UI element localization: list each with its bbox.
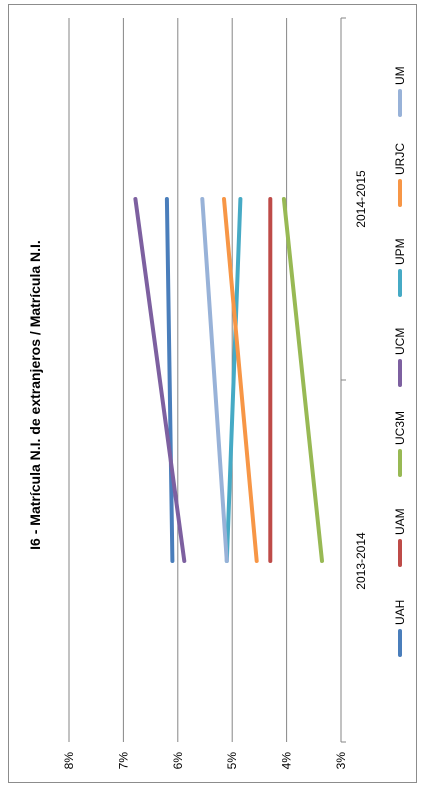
legend-label-uah: UAH — [393, 600, 407, 625]
value-tick-label: 7% — [116, 752, 130, 770]
series-line-uc3m — [281, 197, 324, 563]
value-tick-label: 6% — [171, 752, 185, 770]
series-lines — [133, 197, 324, 563]
value-tick-label: 3% — [334, 752, 348, 770]
gridlines — [68, 18, 342, 742]
value-axis-ticks: 3% 4% 5% 6% 7% 8% — [62, 752, 348, 770]
series-line-uah — [164, 197, 175, 563]
series-line-um — [200, 197, 229, 563]
value-tick-label: 8% — [62, 752, 76, 770]
category-axis-ticks: 2013-2014 2014-2015 — [354, 170, 368, 590]
chart-title: I6 - Matrícula N.I. de extranjeros / Mat… — [27, 240, 43, 550]
category-tick-label: 2013-2014 — [354, 532, 368, 590]
legend-label-uam: UAM — [393, 508, 407, 535]
legend-label-upm: UPM — [393, 238, 407, 265]
legend-label-um: UM — [393, 66, 407, 85]
series-line-upm — [224, 197, 243, 563]
chart-frame — [8, 4, 417, 783]
legend-label-ucm: UCM — [393, 328, 407, 355]
value-tick-label: 4% — [280, 752, 294, 770]
category-axis — [340, 17, 346, 743]
legend-label-uc3m: UC3M — [393, 411, 407, 445]
value-tick-label: 5% — [225, 752, 239, 770]
category-tick-label: 2014-2015 — [354, 170, 368, 228]
series-line-urjc — [222, 197, 259, 563]
legend-label-urjc: URJC — [393, 143, 407, 175]
legend: UAH UAM UC3M UCM UPM URJC UM — [393, 66, 407, 657]
series-line-ucm — [133, 197, 187, 563]
